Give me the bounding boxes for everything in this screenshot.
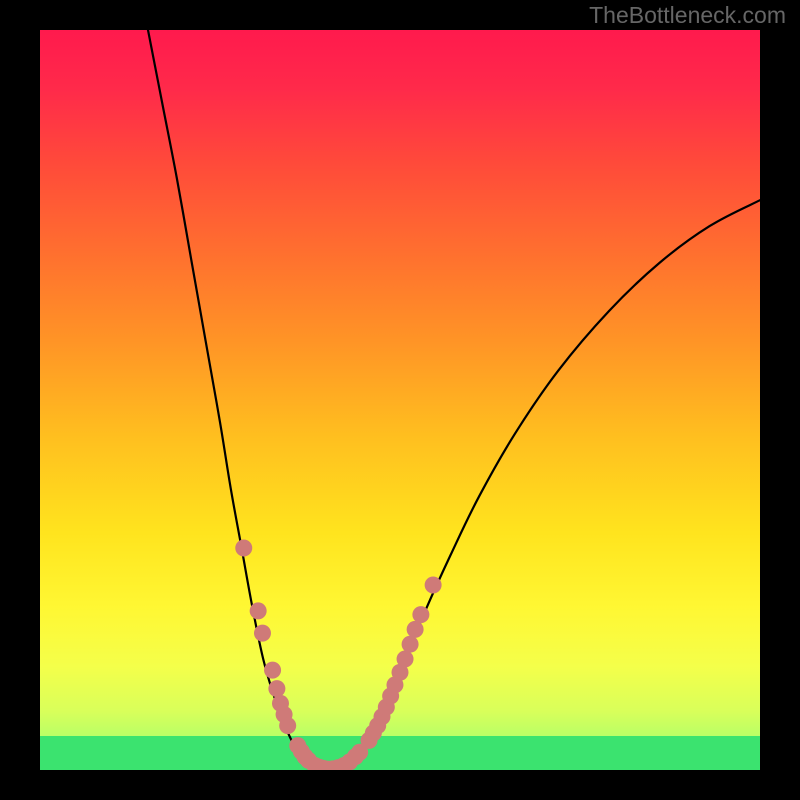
marker-dot	[397, 651, 414, 668]
marker-dot	[425, 577, 442, 594]
marker-dot	[254, 625, 271, 642]
marker-dot	[250, 602, 267, 619]
marker-dot	[279, 717, 296, 734]
plot-area	[40, 30, 760, 778]
chart-root: TheBottleneck.com TheBottleneck.com	[0, 0, 800, 800]
marker-dot	[268, 680, 285, 697]
marker-dot	[235, 540, 252, 557]
marker-dot	[407, 621, 424, 638]
marker-dot	[412, 606, 429, 623]
bottom-band	[40, 736, 760, 770]
marker-dot	[402, 636, 419, 653]
chart-svg	[0, 0, 800, 800]
marker-dot	[264, 662, 281, 679]
